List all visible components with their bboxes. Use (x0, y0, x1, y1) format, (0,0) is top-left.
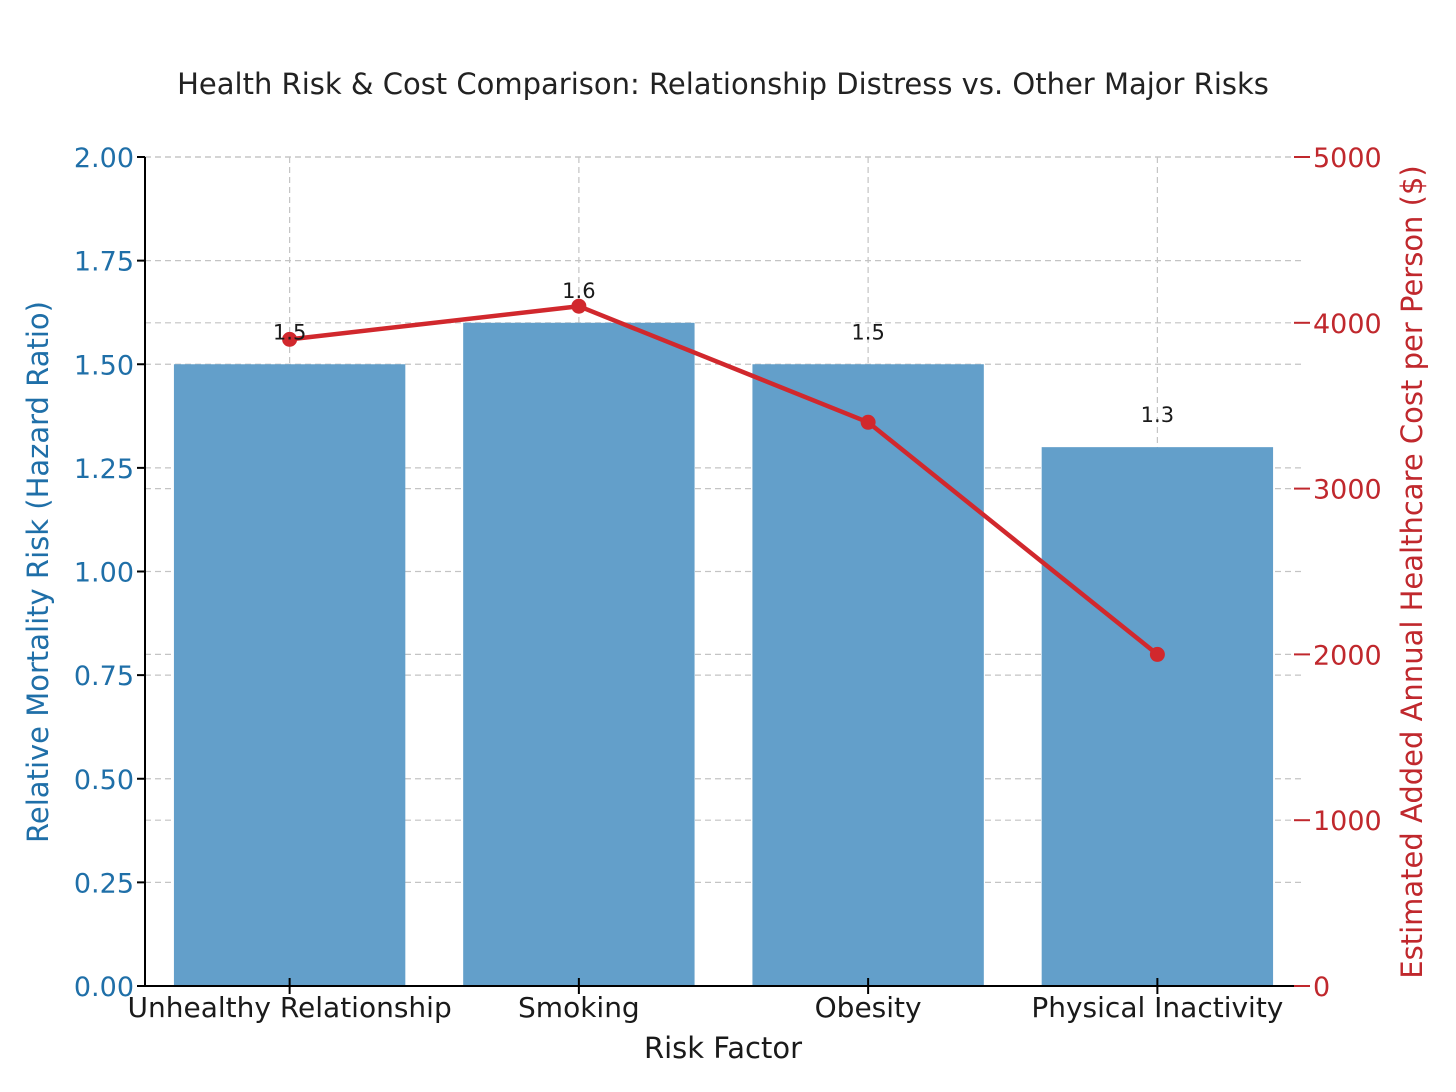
bar (173, 364, 406, 986)
bar-data-label: 1.6 (562, 279, 595, 303)
bar-layer (173, 322, 1274, 986)
x-tick-label: Unhealthy Relationship (128, 991, 452, 1024)
cost-point (1149, 646, 1165, 662)
y-tick-label: 1.00 (74, 558, 134, 589)
y2-axis-label: Estimated Added Annual Healthcare Cost p… (1395, 165, 1429, 978)
y-tick-label: 0.75 (74, 661, 134, 692)
y-tick-label: 0.00 (74, 972, 134, 1003)
bar-data-label: 1.3 (1141, 403, 1174, 427)
line-layer (282, 298, 1165, 662)
y2-tick-label: 2000 (1313, 640, 1382, 671)
y2-tick-label: 3000 (1313, 475, 1382, 506)
bar (1041, 447, 1274, 986)
bar-data-label: 1.5 (273, 320, 306, 344)
y2-tick-label: 0 (1313, 972, 1330, 1003)
bar (752, 364, 984, 986)
y2-tick-label: 5000 (1313, 143, 1382, 174)
label-layer: 1.5 1.6 1.5 1.3 (273, 279, 1174, 427)
y-tick-label: 1.75 (74, 247, 134, 278)
y-axis-label: Relative Mortality Risk (Hazard Ratio) (21, 301, 55, 843)
y-tick-label: 1.25 (74, 454, 134, 485)
y-tick-label: 0.25 (74, 868, 134, 899)
cost-point (571, 298, 587, 314)
bar-data-label: 1.5 (851, 320, 884, 344)
y2-tick-label: 1000 (1313, 806, 1382, 837)
bar (463, 322, 695, 986)
x-axis-label: Risk Factor (644, 1031, 802, 1065)
cost-line (289, 303, 1159, 657)
y-tick-label: 2.00 (74, 143, 134, 174)
y-tick-label: 0.50 (74, 765, 134, 796)
cost-point (860, 414, 876, 430)
axes-layer: 0.00 0.25 0.50 0.75 1.00 1.25 1.50 1.75 2.00 0 100… (74, 143, 1382, 1024)
x-tick-label: Obesity (815, 991, 922, 1024)
chart-title: Health Risk & Cost Comparison: Relations… (177, 67, 1269, 101)
y-tick-label: 1.50 (74, 350, 134, 381)
cost-point (282, 331, 298, 347)
y2-tick-label: 4000 (1313, 309, 1382, 340)
x-tick-label: Smoking (518, 991, 640, 1024)
x-tick-label: Physical Inactivity (1031, 991, 1283, 1024)
